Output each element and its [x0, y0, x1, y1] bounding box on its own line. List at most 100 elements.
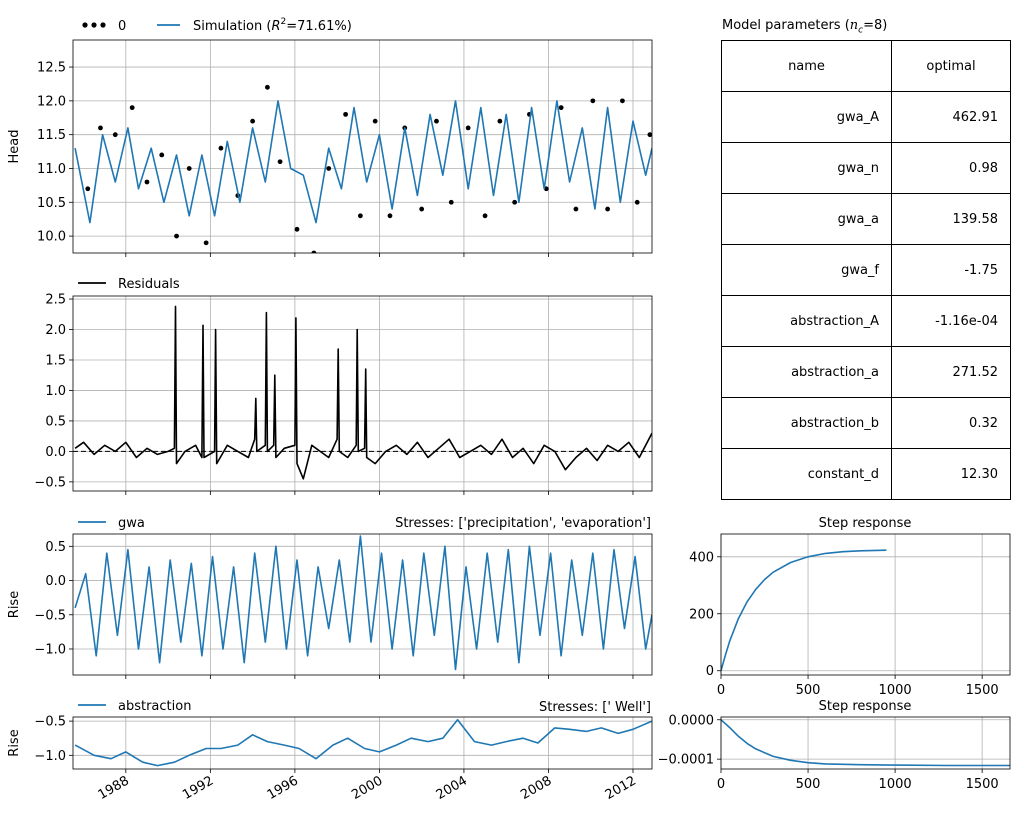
observed-point [620, 98, 625, 104]
params-row: gwa_n 0.98 [721, 142, 1011, 194]
param-name: gwa_n [721, 142, 892, 194]
observed-point [605, 206, 611, 212]
x-tick-label: 1988 [96, 773, 132, 803]
observed-point [265, 84, 270, 90]
params-header-name: name [721, 40, 892, 92]
params-row: gwa_f -1.75 [721, 244, 1011, 296]
observed-point [497, 118, 503, 124]
observed-point [326, 166, 332, 171]
y-tick-label: −1.0 [34, 642, 66, 657]
y-tick-label: 10.0 [37, 230, 66, 245]
param-value: -1.75 [891, 244, 1011, 296]
gwa-series-line [74, 535, 652, 671]
axes-frame [72, 39, 653, 254]
y-tick-label: 10.5 [37, 196, 66, 211]
x-tick-label: 500 [796, 777, 821, 792]
observed-point [85, 186, 91, 192]
params-row: constant_d 12.30 [721, 448, 1011, 500]
residuals-legend: Residuals [78, 277, 180, 292]
observed-point [218, 145, 224, 151]
observed-point [98, 125, 103, 131]
observed-point [434, 118, 439, 124]
residuals-panel: −0.5 0.0 0.5 1.0 1.5 2.0 2.5 [34, 293, 653, 495]
axes-frame [720, 716, 1011, 770]
gwa-stresses-title: Stresses: ['precipitation', 'evaporation… [395, 516, 651, 531]
params-header-optimal: optimal [891, 40, 1011, 92]
legend-abstraction-label: abstraction [118, 699, 191, 714]
param-value: 0.98 [891, 142, 1011, 194]
y-tick-label: −0.0001 [658, 753, 714, 768]
params-row: abstraction_b 0.32 [721, 397, 1011, 449]
observed-point [294, 226, 300, 232]
observed-point [186, 166, 192, 171]
abstraction-series-line [74, 718, 652, 767]
observed-point [343, 111, 348, 117]
y-axis-label: Head [7, 130, 22, 164]
abstraction-stresses-title: Stresses: [' Well'] [539, 700, 651, 715]
residuals-series-line [74, 305, 652, 480]
param-name: gwa_a [721, 193, 892, 245]
y-tick-label: 2.0 [45, 323, 66, 338]
observed-point [590, 98, 596, 104]
step-response-title-abstraction: Step response [819, 699, 912, 714]
observed-point [112, 132, 118, 138]
param-value: 139.58 [891, 193, 1011, 245]
legend-gwa-label: gwa [118, 516, 145, 531]
observed-point [372, 118, 378, 124]
y-axis-label: Rise [7, 729, 22, 756]
gwa-contribution-panel: −1.0 −0.5 0.0 0.5 Rise [7, 533, 653, 679]
observed-point [647, 132, 652, 138]
x-tick-label: 2008 [518, 773, 554, 803]
observed-point [250, 118, 256, 124]
params-row: gwa_a 139.58 [721, 193, 1011, 245]
gwa-step-response-panel: 0 500 1000 1500 0 200 400 [689, 533, 1011, 698]
y-axis-label: Rise [7, 591, 22, 618]
y-tick-label: 0.0 [45, 574, 66, 589]
x-tick-label: 2004 [434, 773, 470, 803]
y-tick-label: 0.0 [45, 445, 66, 460]
observed-point [448, 199, 454, 205]
param-value: -1.16e-04 [891, 295, 1011, 347]
x-tick-label: 0 [717, 683, 725, 698]
y-tick-label: 0.5 [45, 540, 66, 555]
y-tick-label: 0 [706, 664, 714, 679]
observed-point [357, 213, 363, 219]
y-tick-label: 11.0 [37, 162, 66, 177]
legend-observed-marker [100, 22, 106, 28]
observed-point [419, 206, 425, 212]
observed-point [558, 105, 564, 111]
abstraction-legend: abstraction [78, 699, 191, 714]
y-tick-label: −0.5 [34, 608, 66, 623]
observed-point [159, 152, 165, 158]
y-tick-label: 12.0 [37, 94, 66, 109]
step_abstraction-series-line [721, 719, 1010, 767]
x-tick-label: 1996 [265, 773, 301, 803]
axes-frame [72, 295, 653, 492]
y-tick-label: −1.0 [34, 749, 66, 764]
y-tick-label: 1.5 [45, 353, 66, 368]
abstraction-step-response-panel: 0 500 1000 1500 −0.0001 0.0000 [658, 713, 1011, 792]
observed-point [144, 179, 150, 185]
param-name: gwa_f [721, 244, 892, 296]
gwa-legend: gwa [78, 516, 145, 531]
legend-observed-label: 0 [118, 19, 126, 34]
param-name: constant_d [721, 448, 892, 500]
observed-point [277, 159, 283, 165]
x-tick-label: 0 [717, 777, 725, 792]
observed-point [311, 250, 317, 253]
head-series-line [74, 100, 652, 224]
step_gwa-series-line [721, 549, 887, 671]
params-row: gwa_A 462.91 [721, 91, 1011, 143]
x-tick-label: 1500 [966, 777, 999, 792]
x-tick-label: 1500 [966, 683, 999, 698]
y-tick-label: 11.5 [37, 128, 66, 143]
legend-observed-marker [82, 22, 88, 28]
params-table: name optimal gwa_A 462.91 gwa_n 0.98 gwa_a… [721, 40, 1011, 500]
y-tick-label: 1.0 [45, 384, 66, 399]
param-name: gwa_A [721, 91, 892, 143]
observed-point [482, 213, 488, 219]
params-table-title: Model parameters (nc=8) [722, 18, 888, 36]
observed-point [129, 105, 135, 111]
params-table-header: name optimal [721, 40, 1011, 92]
x-tick-label: 2000 [349, 773, 385, 803]
